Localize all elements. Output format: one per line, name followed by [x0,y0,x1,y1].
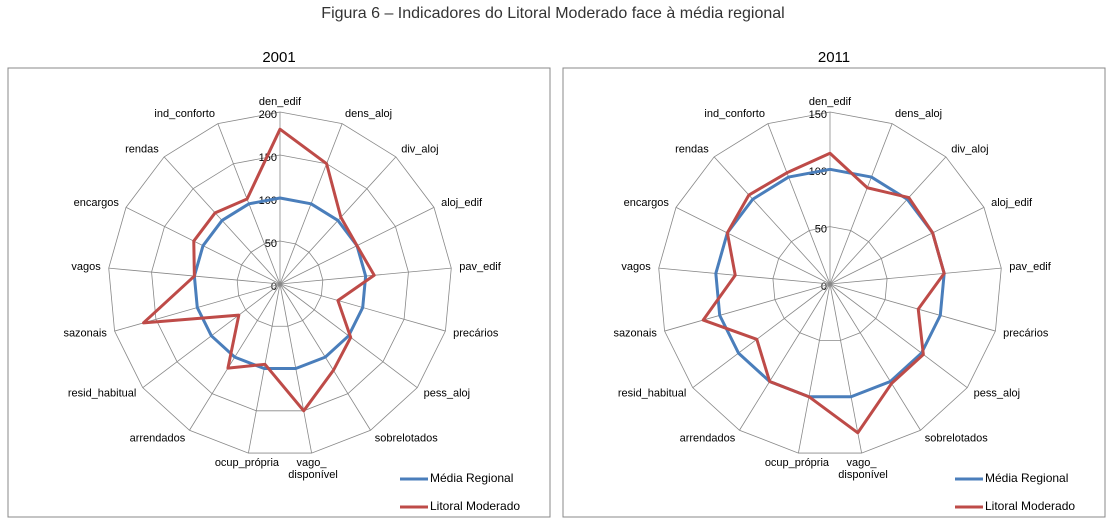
spoke [829,156,947,285]
category-label: precários [1003,328,1049,340]
category-label: precários [453,328,499,340]
spoke [798,283,831,454]
category-label: ind_conforto [704,108,765,120]
category-label: vago_ disponível [288,457,338,481]
legend-label: Média Regional [985,471,1068,485]
category-label: vagos [71,261,101,273]
category-label-line: vago_ [847,457,880,469]
spoke [829,123,893,285]
grid-ring [772,226,888,341]
category-label: rendas [675,143,709,155]
grid-ring [236,240,324,327]
category-label: vago_ disponível [838,457,888,481]
category-label: pess_aloj [424,388,470,400]
series-line [142,127,376,413]
spoke [829,283,996,332]
category-label: aloj_edif [991,197,1033,209]
category-label: vagos [621,261,651,273]
category-label: sobrelotados [925,433,988,445]
grid-ring [108,111,452,454]
category-label: den_edif [809,96,852,108]
category-label: arrendados [130,433,186,445]
chart-title: 2001 [262,49,295,66]
category-label: encargos [624,197,670,209]
category-label: div_aloj [951,143,988,155]
category-label-line: disponível [838,469,888,481]
r-tick-label: 200 [259,109,277,121]
category-label: ocup_própria [765,457,830,469]
category-label: pess_aloj [974,388,1020,400]
category-label: pav_edif [1009,261,1052,273]
spoke [829,283,921,431]
category-label: div_aloj [401,143,438,155]
category-label: sobrelotados [375,433,438,445]
spoke [829,206,985,285]
category-label: ind_conforto [154,108,215,120]
spoke [739,283,831,431]
spoke [664,283,831,332]
grid-ring [658,111,1002,454]
spoke [658,267,831,285]
legend-label: Litoral Moderado [430,499,520,513]
series-line [701,151,946,435]
r-tick-label: 0 [271,281,277,293]
category-label: sazonais [63,328,107,340]
category-label: encargos [74,197,120,209]
category-label: sazonais [613,328,657,340]
spoke [829,283,862,454]
r-tick-label: 0 [821,281,827,293]
category-label: ocup_própria [215,457,280,469]
category-label: den_edif [259,96,302,108]
panel-frame [562,67,1106,518]
category-label-line: disponível [288,469,338,481]
r-tick-label: 150 [809,109,827,121]
r-tick-label: 50 [815,224,827,236]
panel-frame [7,67,551,518]
spoke [692,283,831,388]
spoke [829,267,1002,285]
category-label: arrendados [680,433,736,445]
category-label-line: vago_ [297,457,330,469]
category-label: resid_habitual [618,388,687,400]
spoke [713,156,831,285]
category-label: dens_aloj [895,108,942,120]
category-label: pav_edif [459,261,502,273]
spoke [675,206,831,285]
category-label: dens_aloj [345,108,392,120]
legend-label: Litoral Moderado [985,499,1075,513]
grid-ring [151,154,409,412]
category-label: resid_habitual [68,388,137,400]
figure-title: Figura 6 – Indicadores do Litoral Modera… [321,5,784,22]
legend-label: Média Regional [430,471,513,485]
spoke [767,123,831,285]
chart-title: 2011 [818,49,850,66]
category-label: aloj_edif [441,197,483,209]
category-label: rendas [125,143,159,155]
spoke [829,283,968,388]
r-tick-label: 50 [265,238,277,250]
